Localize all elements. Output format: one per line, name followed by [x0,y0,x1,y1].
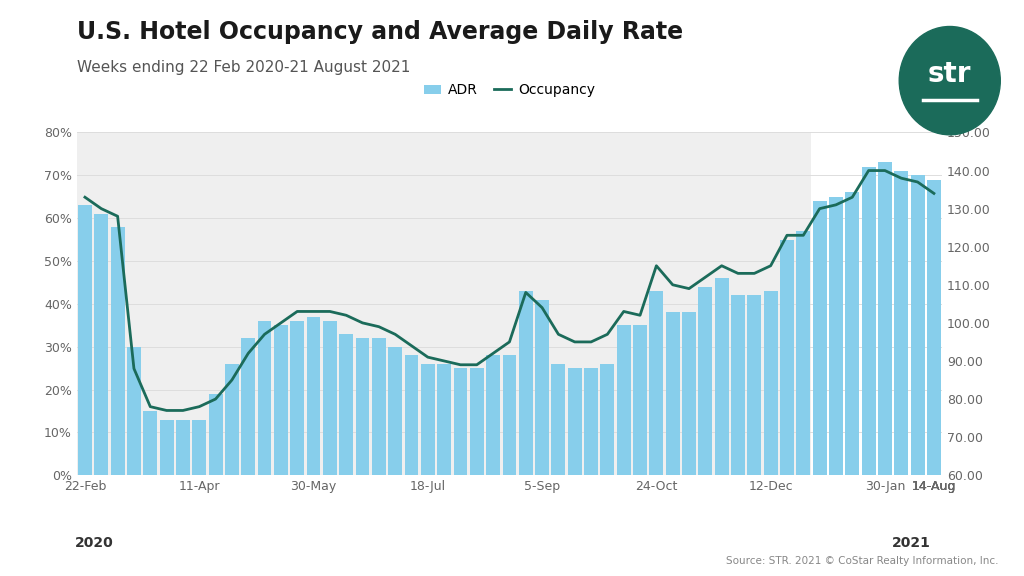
Bar [519,291,532,475]
Bar [682,312,696,475]
Circle shape [899,26,1000,135]
Bar [421,364,435,475]
Bar [633,325,647,475]
Bar [454,368,467,475]
Bar [503,355,516,475]
Bar [323,321,337,475]
Text: Weeks ending 22 Feb 2020-21 August 2021: Weeks ending 22 Feb 2020-21 August 2021 [77,60,411,75]
Bar [193,419,206,475]
Bar [861,167,876,475]
Bar [94,214,109,475]
Text: Source: STR. 2021 © CoStar Realty Information, Inc.: Source: STR. 2021 © CoStar Realty Inform… [726,556,998,566]
Bar [813,201,826,475]
Bar [894,171,908,475]
Text: str: str [928,60,972,88]
Bar [404,355,419,475]
Bar [437,364,452,475]
Bar [274,325,288,475]
Bar [209,394,222,475]
Bar [225,364,239,475]
Bar [666,312,680,475]
Bar [78,205,92,475]
Text: 2020: 2020 [75,536,114,550]
Bar [536,300,549,475]
Bar [258,321,271,475]
Text: 2021: 2021 [892,536,931,550]
Bar [910,175,925,475]
Legend: ADR, Occupancy: ADR, Occupancy [419,78,600,103]
Bar [600,364,614,475]
Bar [470,368,483,475]
Bar [731,295,744,475]
Bar [388,347,402,475]
Bar [111,227,125,475]
Bar [339,334,353,475]
Bar [927,180,941,475]
Bar [649,291,664,475]
Bar [748,295,761,475]
Bar [143,411,158,475]
Bar [160,419,173,475]
Bar [176,419,189,475]
Bar [567,368,582,475]
Bar [127,347,141,475]
Bar [77,132,811,475]
Bar [698,287,713,475]
Bar [846,192,859,475]
Bar [486,355,500,475]
Bar [355,338,370,475]
Bar [242,338,255,475]
Bar [584,368,598,475]
Bar [372,338,386,475]
Bar [290,321,304,475]
Text: U.S. Hotel Occupancy and Average Daily Rate: U.S. Hotel Occupancy and Average Daily R… [77,20,683,44]
Bar [306,317,321,475]
Bar [797,231,810,475]
Bar [878,162,892,475]
Bar [764,291,777,475]
Bar [552,364,565,475]
Bar [829,197,843,475]
Bar [616,325,631,475]
Bar [715,278,729,475]
Bar [780,240,794,475]
